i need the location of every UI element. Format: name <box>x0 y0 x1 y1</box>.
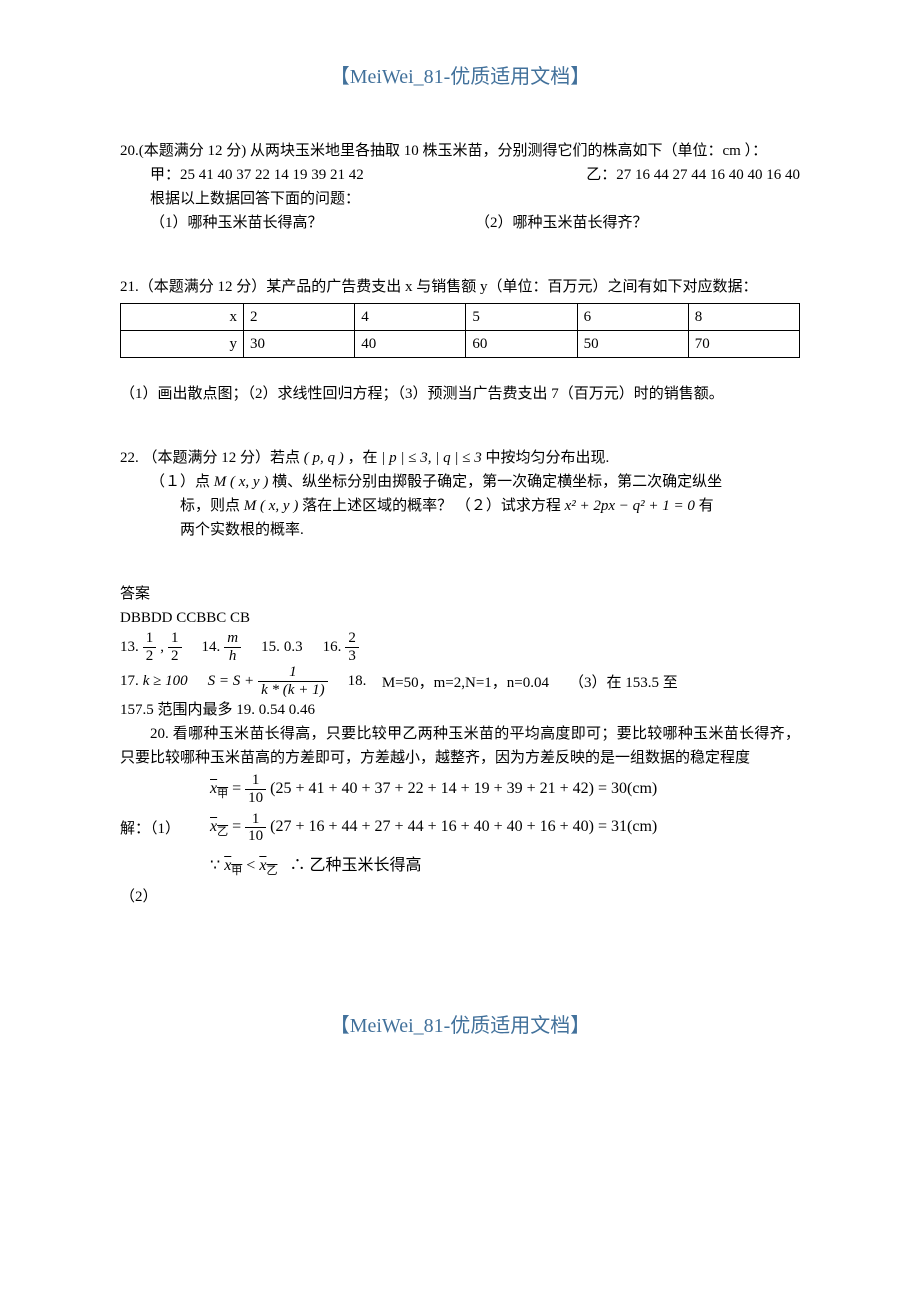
because-sym: ∵ <box>210 847 220 885</box>
answers-17-18: 17. k ≥ 100 S = S + 1k * (k + 1) 18. M=5… <box>120 664 800 698</box>
table-row: x 2 4 5 6 8 <box>121 304 800 331</box>
eq1-sum: (25 + 41 + 40 + 37 + 22 + 14 + 19 + 39 +… <box>270 770 657 808</box>
frac-1-2b: 12 <box>168 630 182 664</box>
frac-1-kk1: 1k * (k + 1) <box>258 664 327 698</box>
q20-subs: （1）哪种玉米苗长得高？ （2）哪种玉米苗长得齐？ <box>120 211 800 235</box>
q22-suffix: 中按均匀分布出现. <box>486 450 610 466</box>
q22-line3: 标，则点 M ( x, y ) 落在上述区域的概率？ （２）试求方程 x² + … <box>120 494 800 518</box>
ans-13: 13. 12, 12 <box>120 630 182 664</box>
sol-part2: （2） <box>120 885 800 909</box>
answers-title: 答案 <box>120 582 800 606</box>
ans-18: 18. M=50，m=2,N=1，n=0.04 <box>348 671 549 692</box>
xbar-jia: x甲 <box>210 770 228 808</box>
eq2-sum: (27 + 16 + 44 + 27 + 44 + 16 + 40 + 40 +… <box>270 808 657 846</box>
q22-l3a: 标，则点 <box>180 498 240 514</box>
table-cell: x <box>121 304 244 331</box>
q22-l2b: 横、纵坐标分别由掷骰子确定，第一次确定横坐标，第二次确定纵坐 <box>272 474 722 490</box>
q22-l3c: 有 <box>699 498 714 514</box>
frac-2-3: 23 <box>345 630 359 664</box>
q22-prefix: 22. （本题满分 12 分）若点 <box>120 450 300 466</box>
q22-l3m: M ( x, y ) <box>244 498 299 514</box>
q22-line4: 两个实数根的概率. <box>120 518 800 542</box>
q20-yi: 乙：27 16 44 27 44 16 40 40 16 40 <box>586 163 800 187</box>
ans-13-label: 13. <box>120 639 139 656</box>
eq-concl: ∵ x甲 < x乙 ∴ 乙种玉米长得高 <box>210 847 657 885</box>
concl-text: ∴ 乙种玉米长得高 <box>289 847 421 885</box>
frac-1-10b: 110 <box>245 811 266 845</box>
q20-instr: 根据以上数据回答下面的问题： <box>120 187 800 211</box>
eq-yi: x乙 = 110 (27 + 16 + 44 + 27 + 44 + 16 + … <box>210 808 657 846</box>
table-cell: 5 <box>466 304 577 331</box>
table-cell: 30 <box>244 331 355 358</box>
ans-17-cond: k ≥ 100 <box>143 673 188 690</box>
ans-15: 15. 0.3 <box>261 639 303 656</box>
answers-choices: DBBDD CCBBC CB <box>120 606 800 630</box>
xbar-yi: x乙 <box>210 808 228 846</box>
q20-data-row: 甲：25 41 40 37 22 14 19 39 21 42 乙：27 16 … <box>120 163 800 187</box>
table-row: y 30 40 60 50 70 <box>121 331 800 358</box>
table-cell: 60 <box>466 331 577 358</box>
document-page: 【MeiWei_81-优质适用文档】 20.(本题满分 12 分) 从两块玉米地… <box>0 0 920 1108</box>
table-cell: 40 <box>355 331 466 358</box>
ans-17-label: 17. <box>120 673 139 690</box>
ans-18-3b: 157.5 范围内最多 19. 0.54 0.46 <box>120 698 800 722</box>
ans-15-value: 0.3 <box>284 639 303 656</box>
frac-1-10a: 110 <box>245 772 266 806</box>
frac-m-h: mh <box>224 630 241 664</box>
q22-line1: 22. （本题满分 12 分）若点 ( p, q ) ，在 | p | ≤ 3,… <box>120 446 800 470</box>
q22-line2: （１）点 M ( x, y ) 横、纵坐标分别由掷骰子确定，第一次确定横坐标，第… <box>120 470 800 494</box>
q22-l3eq: x² + 2px − q² + 1 = 0 <box>565 498 695 514</box>
q20-jia: 甲：25 41 40 37 22 14 19 39 21 42 <box>150 163 586 187</box>
ans-16-label: 16. <box>323 639 342 656</box>
table-cell: 6 <box>577 304 688 331</box>
answers-13-16: 13. 12, 12 14. mh 15. 0.3 16. 23 <box>120 630 800 664</box>
q20-sub1: （1）哪种玉米苗长得高？ <box>150 211 475 235</box>
q22-cond: | p | ≤ 3, | q | ≤ 3 <box>381 450 481 466</box>
q22-l2m: M ( x, y ) <box>214 474 269 490</box>
eq-jia: x甲 = 110 (25 + 41 + 40 + 37 + 22 + 14 + … <box>210 770 657 808</box>
q22-l2a: （１）点 <box>150 474 210 490</box>
ans-17-eq: S = S + 1k * (k + 1) <box>208 664 328 698</box>
ans-14: 14. mh <box>202 630 242 664</box>
q21-table: x 2 4 5 6 8 y 30 40 60 50 70 <box>120 303 800 358</box>
page-footer: 【MeiWei_81-优质适用文档】 <box>120 1009 800 1038</box>
ans-14-label: 14. <box>202 639 221 656</box>
xbar-jia2: x甲 <box>224 847 242 885</box>
ans-18-label: 18. <box>348 673 367 690</box>
xbar-yi2: x乙 <box>259 847 277 885</box>
lt-sym: < <box>246 847 255 885</box>
ans-17: 17. k ≥ 100 <box>120 673 188 690</box>
table-cell: 4 <box>355 304 466 331</box>
table-cell: 70 <box>688 331 799 358</box>
ans-15-label: 15. <box>261 639 280 656</box>
table-cell: 8 <box>688 304 799 331</box>
table-cell: 2 <box>244 304 355 331</box>
page-header: 【MeiWei_81-优质适用文档】 <box>120 60 800 89</box>
q21-title: 21.（本题满分 12 分）某产品的广告费支出 x 与销售额 y（单位：百万元）… <box>120 275 800 299</box>
q20-sub2: （2）哪种玉米苗长得齐？ <box>475 211 800 235</box>
ans-17-lhs: S = S + <box>208 673 255 690</box>
q22-mid: ，在 <box>348 450 378 466</box>
ans-16: 16. 23 <box>323 630 359 664</box>
table-cell: 50 <box>577 331 688 358</box>
table-cell: y <box>121 331 244 358</box>
q20-title: 20.(本题满分 12 分) 从两块玉米地里各抽取 10 株玉米苗，分别测得它们… <box>120 139 800 163</box>
q22-pq: ( p, q ) <box>304 450 344 466</box>
equations: x甲 = 110 (25 + 41 + 40 + 37 + 22 + 14 + … <box>210 770 657 885</box>
solution-block: 解：（1） x甲 = 110 (25 + 41 + 40 + 37 + 22 +… <box>120 770 800 885</box>
ans-18-3: （3）在 153.5 至 <box>569 671 678 692</box>
sol-label: 解：（1） <box>120 817 210 838</box>
frac-1-2: 12 <box>143 630 157 664</box>
ans-18-value: M=50，m=2,N=1，n=0.04 <box>382 671 549 692</box>
ans-20-lead: 20. 看哪种玉米苗长得高，只要比较甲乙两种玉米苗的平均高度即可；要比较哪种玉米… <box>120 722 800 770</box>
q21-subs: （1）画出散点图；（2）求线性回归方程；（3）预测当广告费支出 7（百万元）时的… <box>120 382 800 406</box>
q22-l3b: 落在上述区域的概率？ （２）试求方程 <box>302 498 561 514</box>
